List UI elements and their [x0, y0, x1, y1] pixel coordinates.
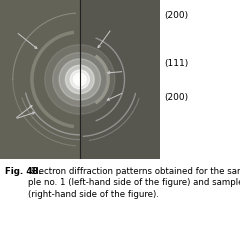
Text: (111): (111)	[164, 59, 189, 68]
Text: Fig. 48.: Fig. 48.	[5, 167, 42, 176]
Text: (200): (200)	[164, 11, 189, 20]
Ellipse shape	[59, 59, 101, 100]
Bar	[80, 0, 160, 159]
Text: (200): (200)	[164, 93, 189, 102]
Ellipse shape	[73, 73, 86, 86]
Ellipse shape	[78, 77, 82, 82]
Ellipse shape	[66, 65, 94, 94]
Ellipse shape	[53, 53, 107, 106]
Ellipse shape	[76, 76, 84, 83]
Ellipse shape	[70, 70, 89, 89]
Text: Electron diffraction patterns obtained for the sam-
ple no. 1 (left-hand side of: Electron diffraction patterns obtained f…	[28, 167, 240, 199]
Ellipse shape	[45, 45, 115, 114]
Bar	[0, 0, 80, 159]
